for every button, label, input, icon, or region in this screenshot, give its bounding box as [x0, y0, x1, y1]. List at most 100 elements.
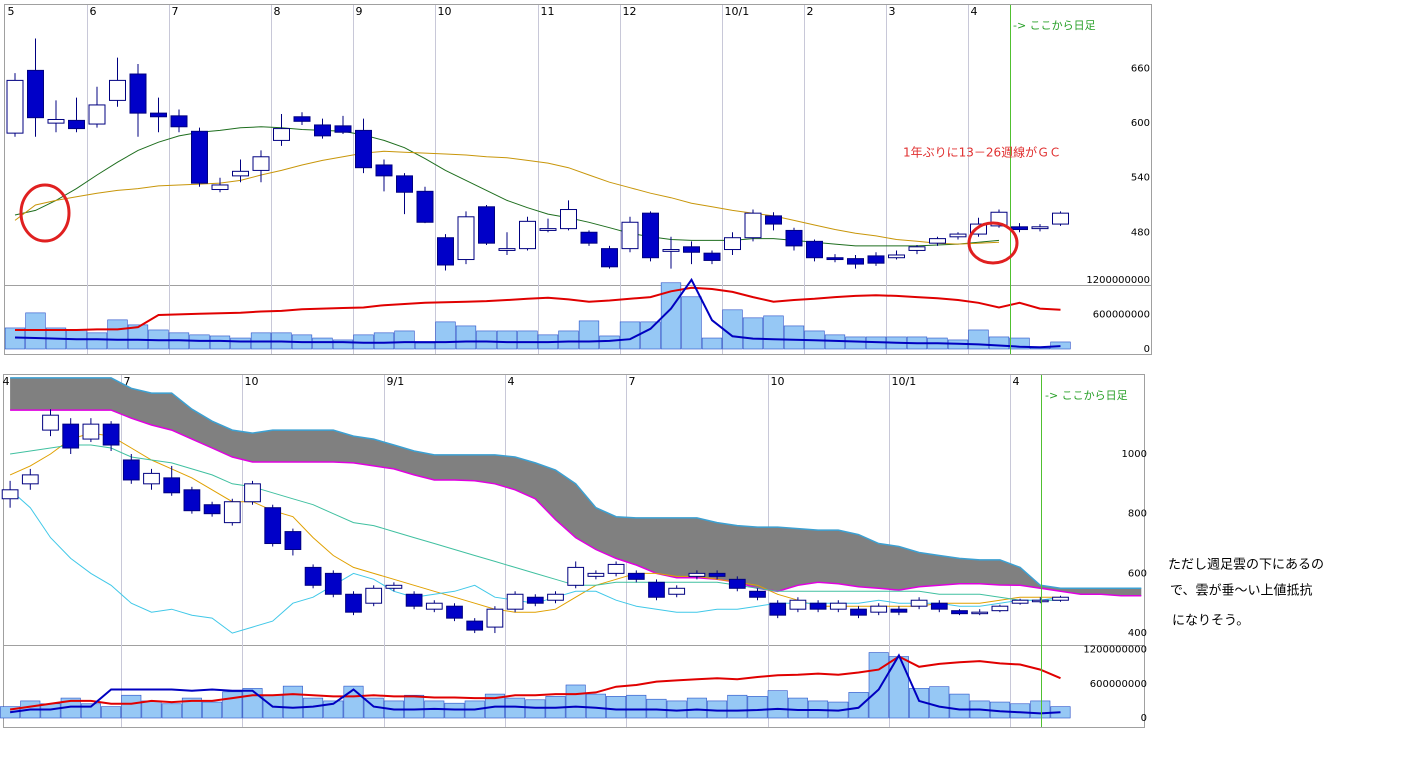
candle-body	[264, 507, 282, 545]
candle-body	[765, 215, 782, 225]
volume-bar	[1009, 337, 1030, 350]
x-tick-label: 9/1	[387, 375, 405, 388]
candle-body	[334, 125, 352, 133]
candle-body	[365, 587, 383, 604]
candle-body	[355, 129, 372, 169]
candle-body	[314, 124, 331, 137]
x-tick-label: 11	[541, 5, 555, 18]
volume-bar	[414, 342, 436, 350]
x-tick-label: 5	[8, 5, 15, 18]
candle-body	[437, 237, 454, 266]
volume-bar	[949, 693, 970, 719]
candle-body	[970, 223, 987, 235]
candle-body	[567, 566, 585, 586]
volume-bar	[242, 688, 263, 719]
candle-body	[345, 593, 362, 613]
volume-bar	[747, 696, 768, 719]
x-tick-label: 4	[508, 375, 515, 388]
candle-body	[688, 572, 706, 577]
volume-bar	[727, 694, 748, 719]
volume-bar	[686, 697, 707, 719]
candle-body	[683, 246, 700, 253]
candle-body	[62, 423, 80, 449]
volume-bar	[517, 330, 538, 350]
cloud-upper-line	[10, 377, 1142, 590]
candle-body	[88, 104, 106, 125]
candle-body	[526, 596, 544, 604]
volume-line	[14, 277, 1061, 349]
volume-bar	[303, 697, 324, 719]
volume-tick-label: 0	[1144, 344, 1150, 355]
volume-bar	[40, 703, 61, 719]
candle-body	[908, 246, 926, 251]
x-tick-label: 10	[438, 5, 452, 18]
candle-body	[150, 112, 167, 118]
volume-tick-label: 0	[1141, 713, 1147, 724]
candle-body	[580, 231, 598, 244]
volume-bar	[394, 330, 415, 350]
volume-bar	[209, 335, 231, 350]
volume-line	[9, 653, 1061, 715]
candle-body	[809, 602, 827, 610]
volume-bar	[929, 686, 950, 719]
candle-body	[648, 581, 665, 598]
highlight-circle	[19, 183, 71, 243]
candle-body	[284, 531, 302, 550]
volume-bar	[312, 337, 333, 350]
volume-bar	[626, 694, 647, 719]
candle-body	[910, 599, 928, 607]
candle-body	[170, 115, 188, 128]
volume-bar	[787, 697, 808, 719]
candle-body	[183, 489, 201, 512]
volume-bar	[525, 699, 546, 719]
x-tick-label: 7	[124, 375, 131, 388]
candle-body	[396, 175, 413, 193]
volume-bar	[763, 315, 784, 350]
candle-body	[478, 206, 495, 244]
candle-body	[375, 164, 393, 177]
volume-bar	[1030, 700, 1051, 719]
candle-body	[519, 220, 536, 250]
candle-body	[6, 79, 24, 134]
volume-bar	[640, 321, 661, 350]
candle-body	[223, 501, 241, 524]
volume-bar	[373, 332, 395, 350]
candle-body	[304, 566, 322, 586]
volume-bar	[202, 701, 223, 719]
volume-bar	[565, 684, 586, 719]
candle-body	[68, 119, 85, 130]
candle-body	[662, 249, 680, 252]
candle-body	[870, 605, 888, 613]
candle-body	[203, 504, 221, 515]
y-tick-label: 800	[1128, 509, 1147, 520]
candle-body	[143, 472, 160, 485]
cloud-lower-line	[10, 409, 1142, 597]
candle-body	[749, 590, 766, 598]
candle-body	[27, 69, 44, 119]
candle-body	[789, 599, 807, 610]
candle-body	[425, 602, 443, 610]
y-tick-label: 540	[1131, 173, 1150, 184]
volume-bar	[558, 330, 579, 350]
candle-body	[587, 572, 605, 577]
volume-line	[9, 655, 1061, 711]
candle-body	[446, 605, 463, 619]
candle-body	[1052, 596, 1069, 601]
candle-body	[42, 414, 59, 431]
volume-bar	[585, 693, 606, 719]
candle-body	[21, 474, 39, 485]
candle-body	[703, 252, 721, 261]
volume-bar	[0, 706, 21, 719]
annotation: 1年ぶりに13－26週線がＧＣ	[903, 145, 1061, 160]
volume-bar	[107, 319, 128, 350]
candle-body	[785, 229, 803, 247]
volume-bar	[127, 324, 149, 350]
x-tick-label: 12	[623, 5, 637, 18]
x-tick-label: 7	[172, 5, 179, 18]
volume-bar	[86, 332, 108, 350]
volume-bar	[701, 337, 723, 350]
x-tick-label: 4	[971, 5, 978, 18]
candle-body	[949, 233, 967, 238]
volume-bar	[230, 337, 251, 350]
candle-body	[1011, 599, 1029, 604]
